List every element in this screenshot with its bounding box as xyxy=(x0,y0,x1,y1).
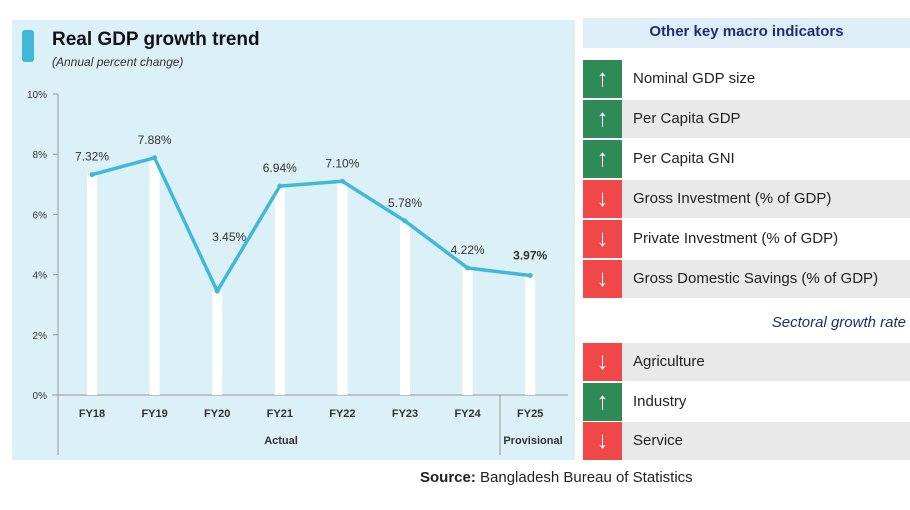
gdp-line-chart: 0% 2% 4% 6% 8% 10% 7.32% FY18 7.88% FY19 3.45% FY20… xyxy=(27,90,568,455)
chart-panel xyxy=(12,20,575,460)
indicator-label: Private Investment (% of GDP) xyxy=(633,230,839,247)
y-tick-label: 8% xyxy=(33,150,48,161)
indicator-label: Nominal GDP size xyxy=(633,70,756,87)
indicator-row: ↑ Industry xyxy=(583,382,910,421)
drop-bar xyxy=(525,275,536,395)
arrow-up-icon: ↑ xyxy=(583,100,622,138)
drop-bar xyxy=(462,267,473,395)
source-note: Source: Bangladesh Bureau of Statistics xyxy=(420,469,693,486)
indicator-row: ↑ Per Capita GNI xyxy=(583,140,910,178)
data-label: 7.32% xyxy=(75,150,109,164)
data-point xyxy=(527,273,533,279)
sectoral-title: Sectoral growth rate xyxy=(771,314,906,331)
data-point xyxy=(152,155,158,161)
y-tick-label: 6% xyxy=(33,210,48,221)
x-tick-label: FY21 xyxy=(267,408,293,420)
indicator-row: ↑ Per Capita GDP xyxy=(583,100,910,138)
arrow-down-icon: ↓ xyxy=(583,343,622,381)
data-point xyxy=(214,288,220,294)
data-label: 3.45% xyxy=(212,230,246,244)
y-tick-label: 2% xyxy=(33,331,48,342)
indicators-title: Other key macro indicators xyxy=(583,18,910,48)
group-label-provisional: Provisional xyxy=(503,435,562,447)
data-label: 7.88% xyxy=(138,133,172,147)
indicator-row: ↓ Agriculture xyxy=(583,343,910,381)
source-label: Source: xyxy=(420,469,476,486)
x-tick-label: FY18 xyxy=(79,408,105,420)
indicator-row: ↓ Gross Investment (% of GDP) xyxy=(583,180,910,218)
data-label: 3.97% xyxy=(513,249,547,263)
source-text: Bangladesh Bureau of Statistics xyxy=(475,469,693,486)
drop-bar xyxy=(149,157,160,395)
data-point xyxy=(465,265,471,271)
drop-bar xyxy=(87,174,97,395)
series-line xyxy=(91,156,531,293)
indicator-label: Service xyxy=(633,432,684,449)
indicator-row: ↓ Private Investment (% of GDP) xyxy=(583,220,910,258)
indicator-row: ↑ Nominal GDP size xyxy=(583,60,910,98)
drop-bar xyxy=(274,186,285,395)
data-label: 6.94% xyxy=(263,161,297,175)
arrow-up-icon: ↑ xyxy=(583,140,622,178)
indicator-label: Agriculture xyxy=(633,353,705,370)
indicator-label: Per Capita GDP xyxy=(633,110,741,127)
group-label-actual: Actual xyxy=(264,435,298,447)
y-tick-label: 0% xyxy=(33,391,48,402)
x-tick-label: FY19 xyxy=(141,408,167,420)
y-tick-label: 4% xyxy=(33,271,48,282)
indicator-row: ↓ Gross Domestic Savings (% of GDP) xyxy=(583,260,910,298)
x-tick-label: FY25 xyxy=(517,408,543,420)
data-point xyxy=(339,178,345,184)
data-point xyxy=(402,218,408,224)
arrow-up-icon: ↑ xyxy=(583,382,622,421)
y-tick-label: 10% xyxy=(27,90,47,101)
x-tick-label: FY20 xyxy=(204,408,230,420)
indicator-label: Gross Domestic Savings (% of GDP) xyxy=(633,270,879,287)
x-tick-label: FY23 xyxy=(392,408,418,420)
drop-bar xyxy=(400,221,410,395)
data-label: 5.78% xyxy=(388,196,422,210)
arrow-down-icon: ↓ xyxy=(583,422,622,460)
chart-title: Real GDP growth trend xyxy=(52,29,260,50)
chart-subtitle: (Annual percent change) xyxy=(52,55,184,69)
title-accent-bar xyxy=(22,30,34,62)
arrow-up-icon: ↑ xyxy=(583,60,622,98)
drop-bar xyxy=(337,181,348,395)
data-label: 4.22% xyxy=(451,243,485,257)
data-point xyxy=(277,183,283,189)
arrow-down-icon: ↓ xyxy=(583,180,622,218)
x-tick-label: FY24 xyxy=(454,408,481,420)
indicator-label: Industry xyxy=(633,392,687,410)
indicator-label: Per Capita GNI xyxy=(633,150,735,167)
drop-bar xyxy=(212,291,223,395)
data-label: 7.10% xyxy=(325,156,359,170)
arrow-down-icon: ↓ xyxy=(583,220,622,258)
arrow-down-icon: ↓ xyxy=(583,260,622,298)
data-point xyxy=(89,172,95,178)
x-tick-label: FY22 xyxy=(329,408,355,420)
indicator-label: Gross Investment (% of GDP) xyxy=(633,190,832,207)
indicator-row: ↓ Service xyxy=(583,422,910,460)
